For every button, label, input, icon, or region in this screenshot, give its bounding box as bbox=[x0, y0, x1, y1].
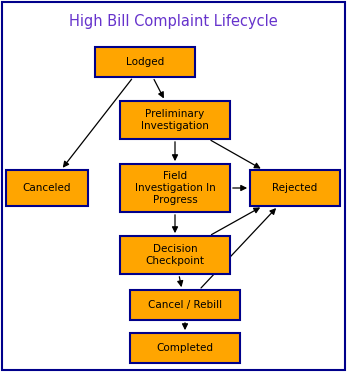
FancyBboxPatch shape bbox=[6, 170, 88, 206]
Text: Canceled: Canceled bbox=[23, 183, 71, 193]
FancyBboxPatch shape bbox=[130, 333, 240, 363]
Text: Preliminary
Investigation: Preliminary Investigation bbox=[141, 109, 209, 131]
FancyBboxPatch shape bbox=[120, 236, 230, 274]
Text: Field
Investigation In
Progress: Field Investigation In Progress bbox=[135, 171, 215, 205]
Text: Cancel / Rebill: Cancel / Rebill bbox=[148, 300, 222, 310]
Text: Rejected: Rejected bbox=[272, 183, 318, 193]
Text: Lodged: Lodged bbox=[126, 57, 164, 67]
Text: Completed: Completed bbox=[156, 343, 213, 353]
FancyBboxPatch shape bbox=[130, 290, 240, 320]
FancyBboxPatch shape bbox=[95, 47, 195, 77]
FancyBboxPatch shape bbox=[120, 164, 230, 212]
Text: High Bill Complaint Lifecycle: High Bill Complaint Lifecycle bbox=[69, 14, 278, 29]
Text: Decision
Checkpoint: Decision Checkpoint bbox=[145, 244, 204, 266]
FancyBboxPatch shape bbox=[250, 170, 340, 206]
FancyBboxPatch shape bbox=[120, 101, 230, 139]
